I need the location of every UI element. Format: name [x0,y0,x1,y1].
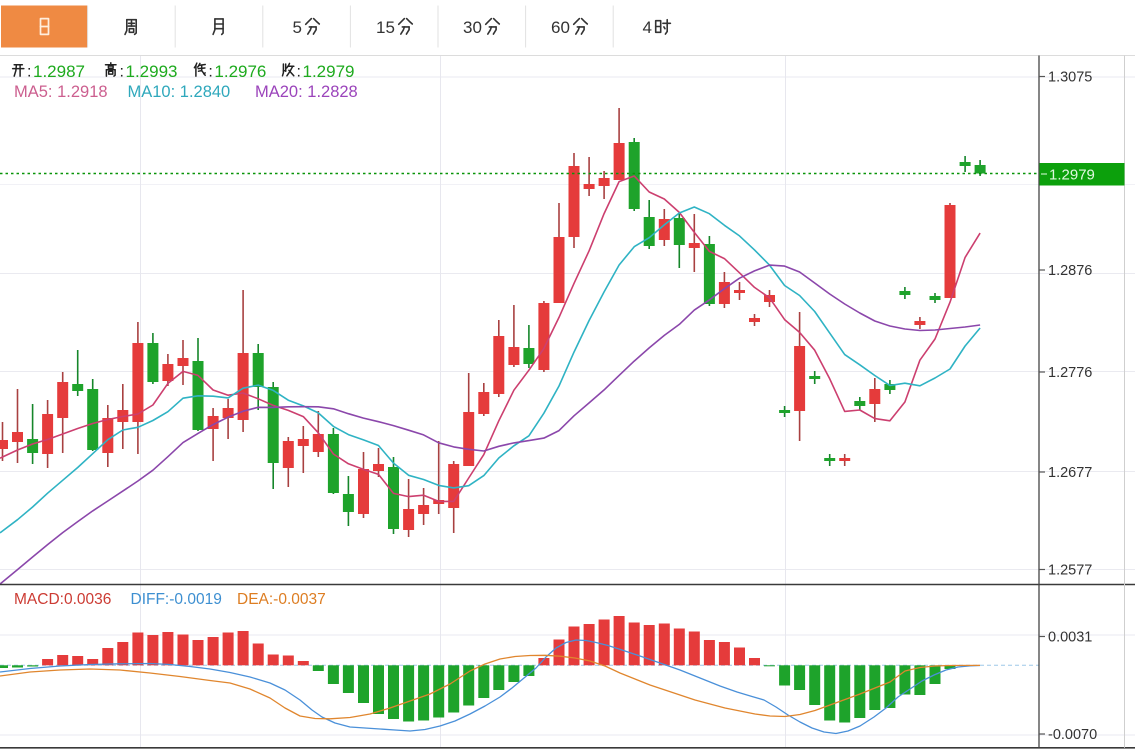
svg-text::: : [208,64,212,81]
svg-text:1.2979: 1.2979 [1049,167,1095,184]
svg-text:1.2976: 1.2976 [214,62,266,81]
svg-text:1.2876: 1.2876 [1048,263,1092,279]
svg-text::: : [120,64,124,81]
svg-text:30: 30 [463,18,482,37]
svg-text:1.2993: 1.2993 [126,62,178,81]
svg-text:1.2979: 1.2979 [303,62,355,81]
svg-text:4: 4 [643,18,652,37]
svg-text:15: 15 [376,18,395,37]
svg-text:1.2677: 1.2677 [1048,465,1092,481]
svg-text::: : [297,64,301,81]
svg-text:1.2987: 1.2987 [33,62,85,81]
svg-text:1.2776: 1.2776 [1048,365,1092,381]
svg-text:0.0031: 0.0031 [1048,630,1092,646]
svg-text:60: 60 [551,18,570,37]
svg-text:1.3075: 1.3075 [1048,70,1092,86]
svg-text::: : [27,64,31,81]
svg-text:1.2577: 1.2577 [1048,563,1092,579]
svg-text:5: 5 [293,18,302,37]
svg-text:-0.0070: -0.0070 [1048,727,1097,743]
